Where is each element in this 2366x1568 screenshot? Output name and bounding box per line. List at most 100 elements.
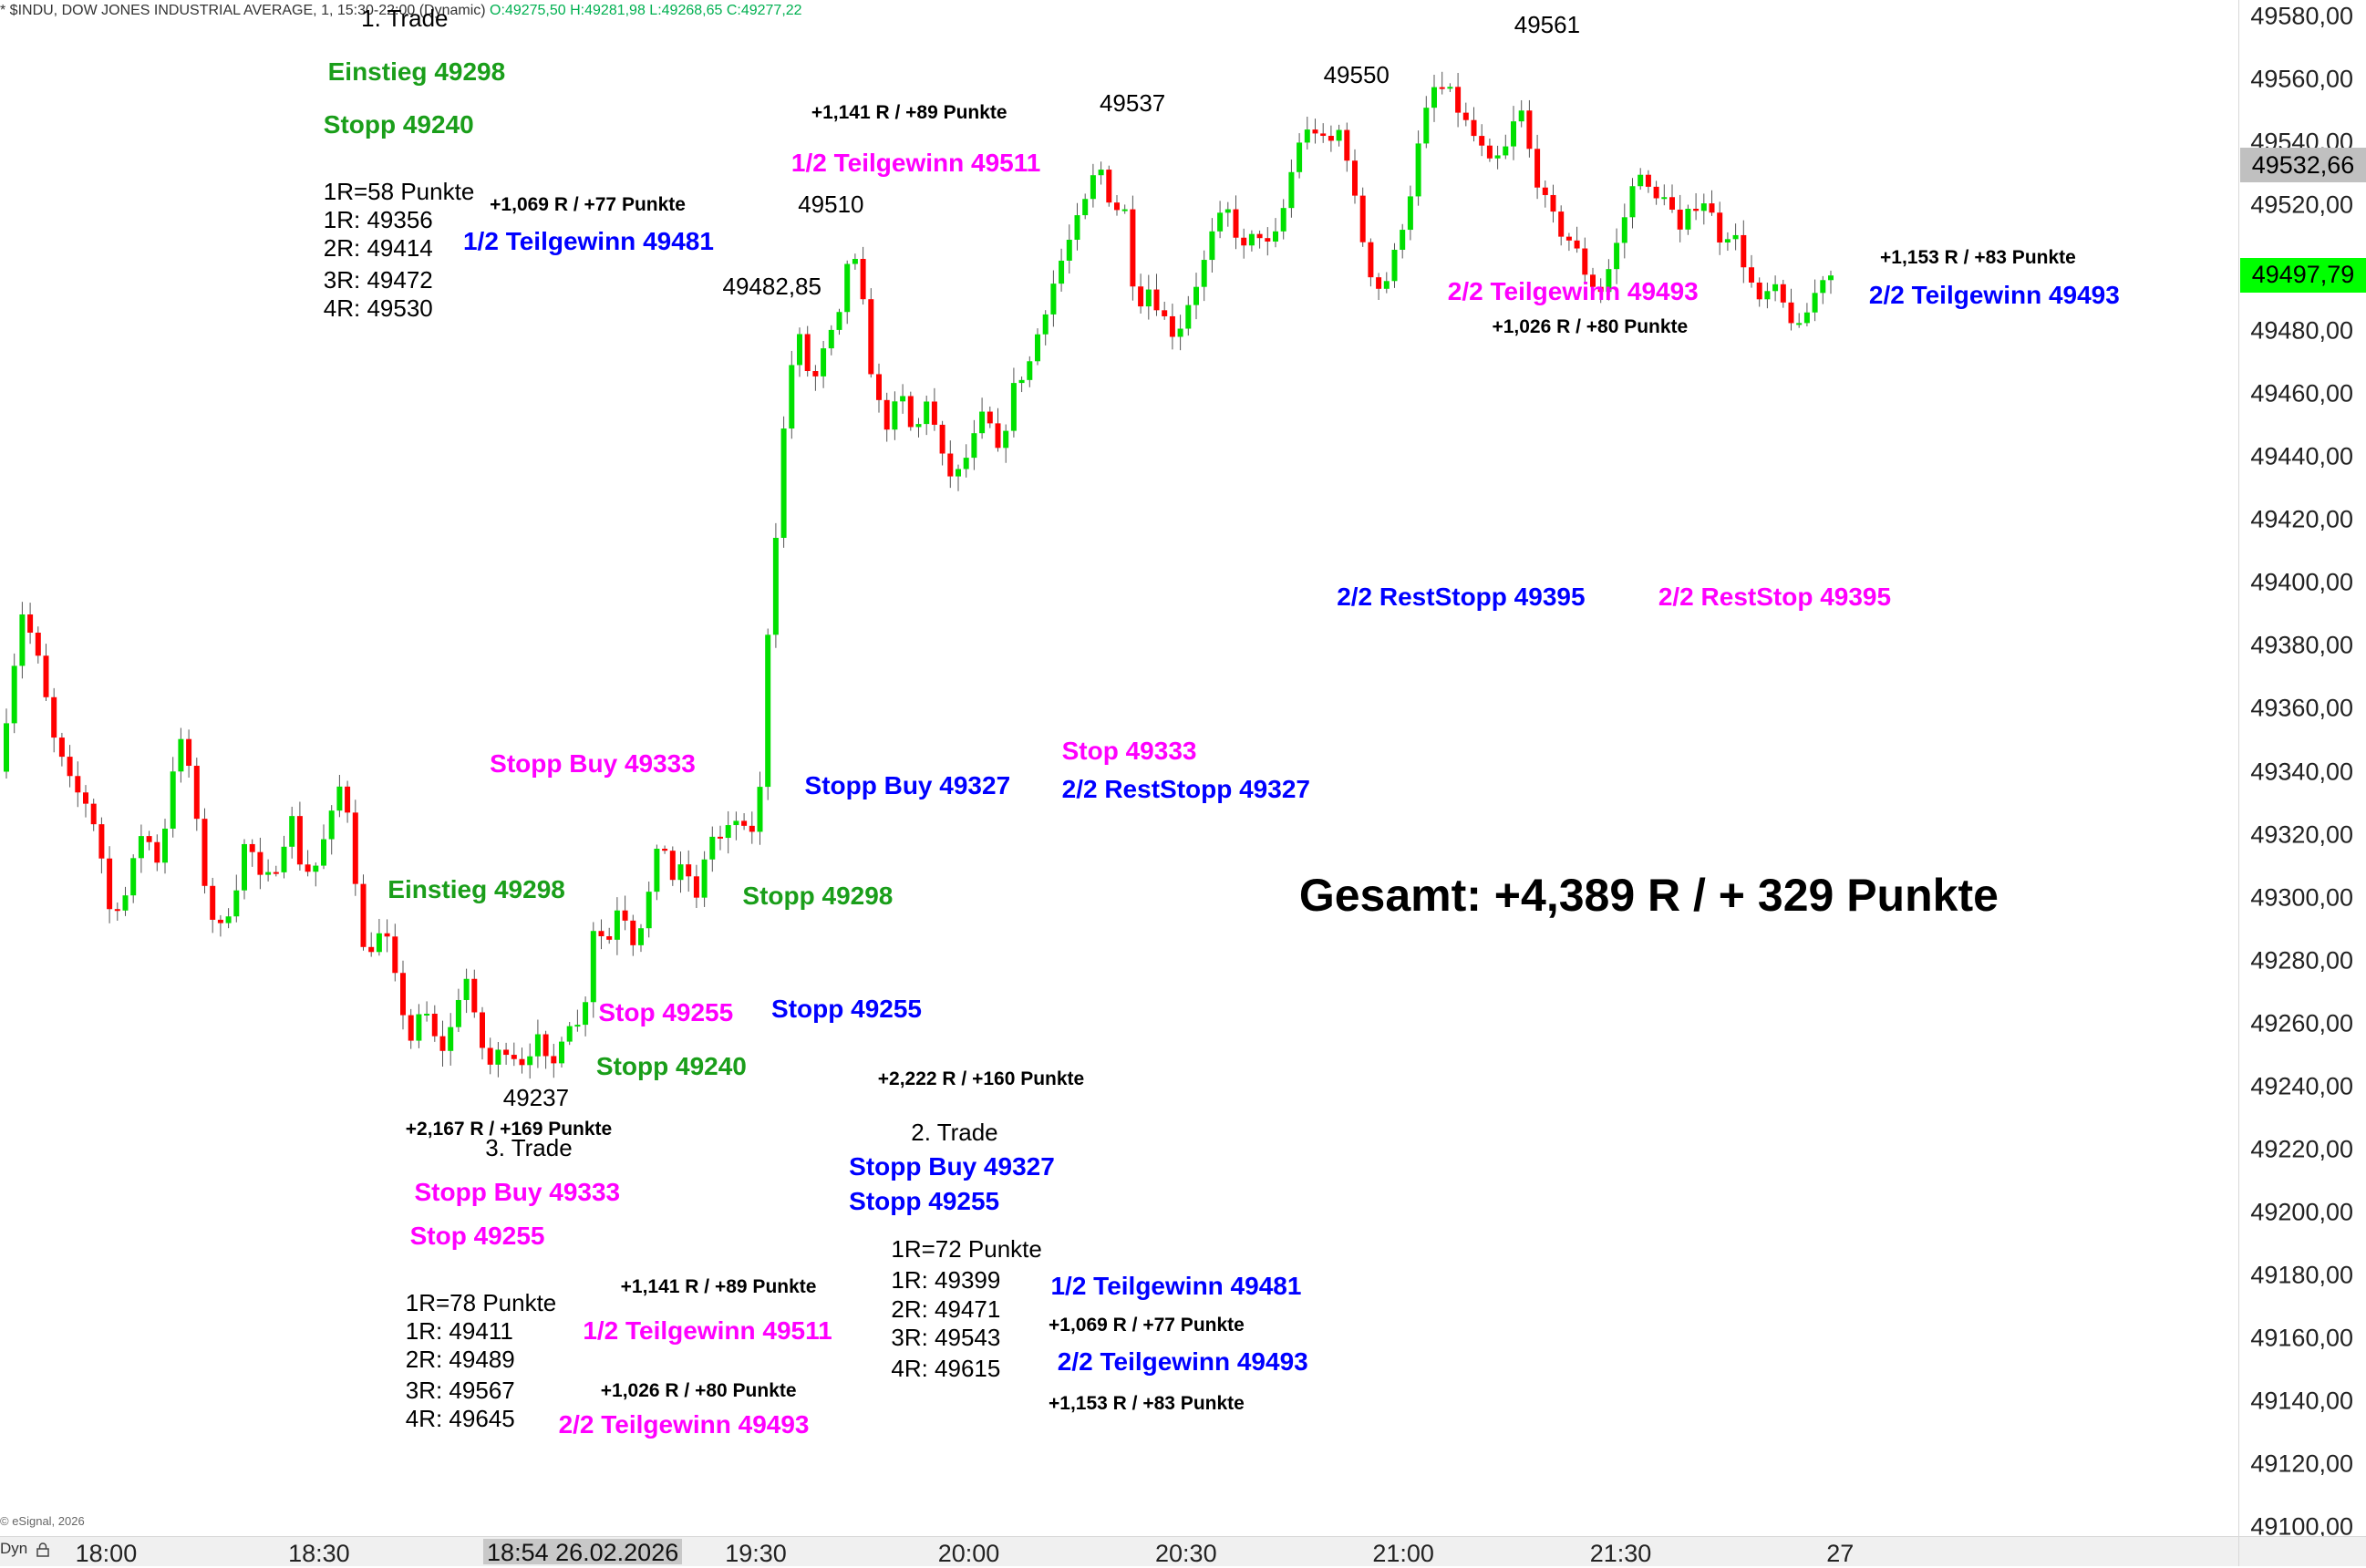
time-tick-label: 18:30 [288,1540,350,1567]
candle-body-up [162,828,168,863]
candle-body-up [566,1026,573,1042]
candle [1534,134,1541,200]
candle-body-up [448,1026,454,1051]
candle [1796,313,1803,328]
candle [1304,116,1310,150]
candle [1130,195,1136,301]
axis-corner [2238,1536,2366,1566]
chart-annotation: 49482,85 [722,272,821,300]
candle-body-up [1003,430,1009,449]
candle [1098,161,1104,185]
chart-annotation: 1/2 Teilgewinn 49511 [583,1315,832,1345]
candle-body-down [400,973,406,1016]
candle-body-down [804,334,811,372]
candle [1614,228,1620,284]
candle-body-down [98,824,105,859]
candle-body-down [480,1012,485,1048]
candle [527,1043,533,1079]
candle-body-up [122,895,129,911]
candle [11,653,17,734]
candle [328,805,335,855]
chart-annotation: 2R: 49414 [323,234,433,263]
candle-body-down [1749,267,1754,283]
candle [249,839,255,867]
candle [1344,122,1350,172]
candle-body-up [281,846,287,872]
chart-annotation: 1/2 Teilgewinn 49481 [462,227,714,256]
candle-body-down [1455,87,1462,113]
candle-body-down [995,423,1001,449]
chart-annotation: 2/2 RestStopp 49327 [1061,774,1310,803]
candle-body-up [772,537,779,635]
candle-body-up [963,458,969,469]
candle [749,811,755,844]
candle [1003,424,1009,463]
candle-body-up [614,910,620,940]
candle-body-down [542,1034,549,1057]
candle [606,927,613,944]
candle-body-down [67,757,73,777]
lock-icon[interactable] [36,1542,49,1557]
time-tick-label: 18:00 [75,1540,138,1567]
candle [186,729,192,778]
candle-body-up [328,810,335,840]
candle-body-up [130,858,137,896]
chart-annotation: +2,222 R / +160 Punkte [877,1068,1085,1090]
chart-annotation: 2/2 RestStop 49395 [1658,583,1892,612]
chart-annotation: 4R: 49530 [323,294,433,322]
candle [1803,303,1810,327]
candle [1359,187,1366,247]
candle-body-up [677,864,684,881]
candle-body-down [146,836,152,842]
candle-body-up [495,1049,501,1065]
candle [963,444,969,478]
candle [534,1019,541,1068]
candle-body-down [598,931,604,936]
candle-body-up [1082,199,1089,216]
chart-annotation: 1/2 Teilgewinn 49511 [790,148,1041,177]
candle-body-down [27,614,34,633]
candle [1621,203,1627,259]
candle-body-down [273,872,279,874]
price-tick-label: 49300,00 [2250,883,2353,912]
time-axis[interactable]: Dyn 18:00 18:30 19:30 20:00 20:30 21:00 21:30 2… [0,1536,2238,1567]
candle-body-up [1185,304,1192,329]
chart-annotation: 49510 [798,190,864,218]
candle [130,854,137,903]
candle [765,628,771,800]
candle-body-up [1209,231,1215,261]
candle [1415,130,1421,206]
candle-body-down [606,935,613,940]
candle-body-up [233,890,240,917]
candle [471,969,478,1018]
chart-annotation: 3R: 49567 [405,1377,515,1405]
price-chart[interactable] [0,0,2238,1536]
candle-body-up [1336,129,1342,141]
candle-body-up [1503,146,1509,156]
candle [1280,199,1286,240]
candle-body-up [915,424,922,428]
candle [210,877,216,934]
candle [876,363,882,413]
candle [1717,201,1723,255]
time-tick-label: 20:30 [1155,1540,1217,1567]
price-axis[interactable] [2238,0,2366,1536]
last-price-badge: 49497,79 [2240,257,2366,293]
candle [797,327,802,377]
candle [1352,149,1358,204]
candle-body-up [424,1013,430,1016]
chart-annotation: Stopp 49240 [595,1051,747,1080]
candle-body-down [630,920,636,945]
candle-body-down [1320,133,1327,137]
candle [233,874,240,923]
candle [281,835,287,879]
price-tick-label: 49140,00 [2250,1387,2353,1415]
candle [1423,96,1430,149]
candle-body-up [1614,242,1620,270]
chart-annotation: 2/2 Teilgewinn 49493 [558,1410,810,1439]
dynamic-label[interactable]: Dyn [0,1540,28,1557]
candle-body-up [1027,361,1033,380]
candle [1193,273,1199,320]
candle [448,1013,454,1066]
candle-body-up [1700,203,1707,211]
